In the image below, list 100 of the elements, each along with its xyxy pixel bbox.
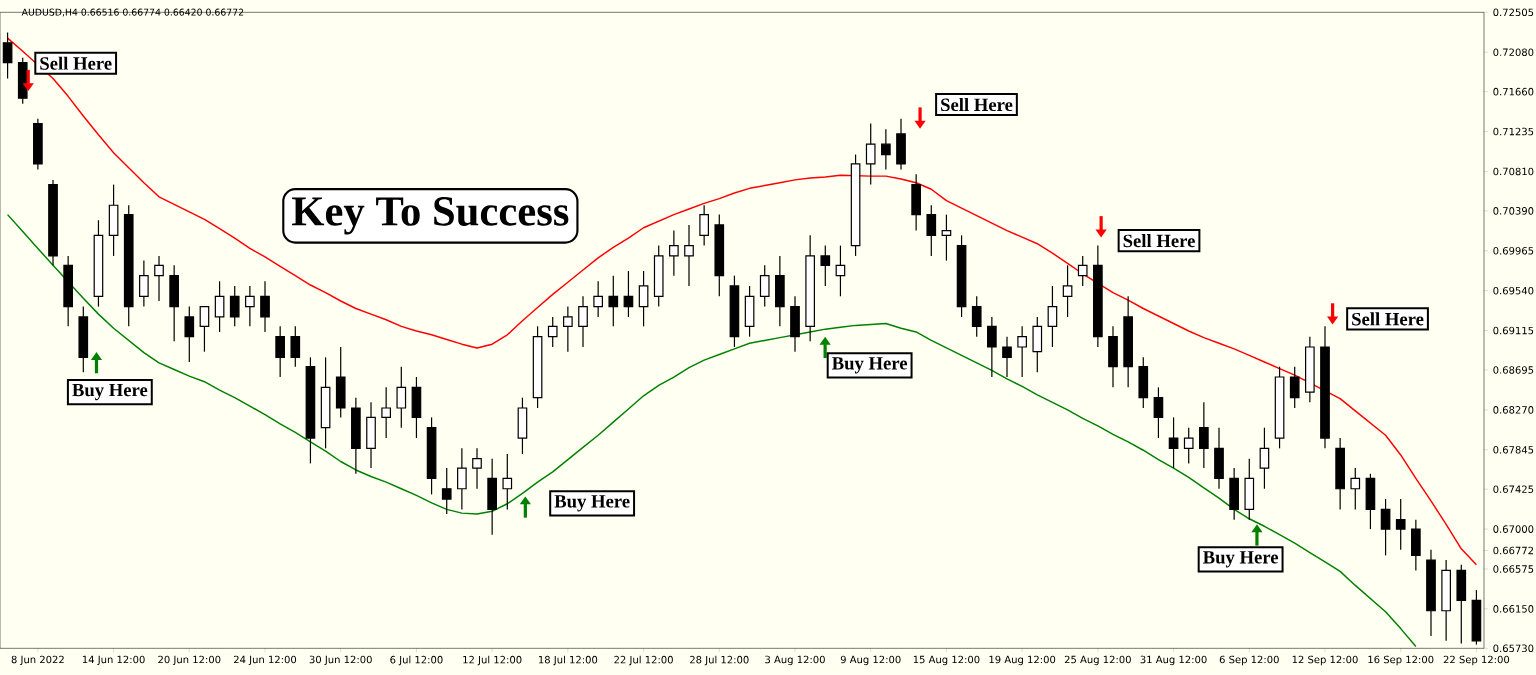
y-tick-label: 0.69965: [1493, 246, 1534, 255]
candlestick: [275, 325, 285, 378]
candlestick: [487, 458, 497, 536]
annotation: Sell Here: [941, 97, 1013, 112]
x-tick-label: 22 Sep 12:00: [1443, 655, 1510, 666]
x-tick-label: 12 Sep 12:00: [1292, 655, 1358, 666]
annotation: Buy Here: [72, 383, 148, 401]
y-tick-label: 0.67845: [1493, 445, 1534, 454]
candlestick: [896, 118, 906, 171]
y-tick-label: 0.67000: [1493, 525, 1534, 533]
candlestick: [911, 173, 921, 232]
candlestick: [33, 118, 43, 171]
x-tick-label: 15 Aug 12:00: [913, 655, 980, 666]
y-tick-label: 0.71235: [1493, 127, 1534, 136]
candlestick: [1229, 467, 1239, 521]
candlestick: [502, 453, 513, 510]
y-tick-label: 0.66150: [1493, 605, 1534, 613]
annotation: Sell Here: [1123, 234, 1195, 248]
y-tick-label: 0.72505: [1493, 8, 1534, 17]
candlestick: [1259, 427, 1270, 490]
candlestick: [305, 356, 316, 464]
candlestick: [351, 397, 361, 475]
x-tick-label: 12 Jul 12:00: [463, 655, 522, 666]
candlestick: [1017, 325, 1027, 378]
candlestick: [1395, 498, 1406, 551]
candlestick: [260, 280, 270, 333]
candlestick: [669, 229, 679, 277]
y-tick-label: 0.71660: [1493, 87, 1534, 96]
candlestick: [865, 122, 876, 186]
y-tick-label: 0.66772: [1493, 546, 1534, 555]
x-tick-label: 19 Aug 12:00: [989, 655, 1056, 666]
candlestick: [1062, 264, 1073, 318]
y-tick-label: 0.65730: [1493, 644, 1534, 653]
annotation: Sell Here: [1352, 312, 1424, 326]
y-tick-label: 0.67425: [1493, 485, 1534, 493]
candlestick: [320, 356, 331, 449]
candlestick: [245, 285, 255, 327]
y-tick-label: 0.69540: [1493, 286, 1534, 295]
y-tick-label: 0.68270: [1493, 406, 1534, 414]
candlestick: [1153, 386, 1164, 439]
candlestick: [563, 306, 573, 353]
candlestick: [472, 447, 482, 490]
candlestick: [381, 386, 391, 439]
x-tick-label: 24 Jun 12:00: [233, 655, 297, 666]
x-tick-label: 3 Aug 12:00: [765, 655, 825, 666]
y-tick-label: 0.68695: [1493, 366, 1534, 374]
candlestick: [108, 183, 119, 257]
candlestick: [790, 295, 800, 353]
x-tick-label: 20 Jun 12:00: [158, 655, 221, 666]
candlestick: [366, 401, 376, 469]
candlestick: [154, 255, 164, 302]
x-tick-label: 16 Sep 12:00: [1368, 655, 1434, 666]
candlestick: [1320, 325, 1330, 449]
candlestick: [1108, 325, 1118, 388]
x-tick-label: 30 Jun 12:00: [309, 655, 372, 666]
x-tick-label: 6 Sep 12:00: [1219, 655, 1279, 666]
x-tick-label: 18 Jul 12:00: [538, 655, 598, 666]
candlestick: [1123, 295, 1133, 388]
x-tick-label: 31 Aug 12:00: [1140, 655, 1207, 666]
x-tick-label: 25 Aug 12:00: [1064, 655, 1131, 666]
annotation: Buy Here: [1203, 551, 1279, 568]
candlestick: [457, 447, 467, 510]
candlestick: [608, 275, 619, 327]
candlestick: [835, 245, 846, 297]
annotation: Buy Here: [554, 495, 630, 512]
x-tick-label: 22 Jul 12:00: [614, 655, 673, 666]
candlestick: [1214, 427, 1224, 490]
y-tick-label: 0.69115: [1493, 326, 1534, 335]
candlestick: [1305, 336, 1315, 403]
x-tick-label: 6 Jul 12:00: [390, 655, 443, 666]
candlestick: [1047, 285, 1058, 348]
candlestick: [805, 234, 815, 342]
candlestick: [1168, 416, 1179, 469]
candlestick: [139, 260, 149, 308]
annotation: Buy Here: [832, 357, 908, 374]
candlestick: [684, 224, 694, 287]
x-tick-label: 8 Jun 2022: [11, 655, 64, 666]
candlestick: [1093, 245, 1103, 348]
annotation: Sell Here: [40, 56, 112, 70]
chart-subtitle: AUDUSD,H4 0.66516 0.66774 0.66420 0.66772: [21, 8, 244, 17]
candlestick: [987, 316, 997, 378]
x-tick-label: 28 Jul 12:00: [690, 655, 749, 666]
candlestick: [1441, 559, 1451, 642]
candlestick: [1426, 549, 1436, 637]
candlestick: [123, 204, 134, 327]
candlestick: [396, 366, 407, 429]
candlestick: [775, 255, 785, 327]
x-tick-label: 9 Aug 12:00: [840, 655, 901, 666]
candlestick: [1411, 519, 1421, 571]
y-tick-label: 0.70810: [1493, 167, 1534, 176]
candlestick: [926, 204, 937, 257]
candlestick: [48, 179, 58, 266]
candlestick: [1199, 401, 1209, 469]
y-tick-label: 0.66575: [1493, 565, 1534, 573]
text: Key To Success: [292, 197, 569, 235]
candlestick: [1335, 437, 1345, 510]
x-tick-label: 14 Jun 12:00: [82, 655, 145, 666]
candlestick: [578, 295, 588, 348]
candlestick: [881, 128, 891, 171]
candlestick: [169, 264, 179, 342]
